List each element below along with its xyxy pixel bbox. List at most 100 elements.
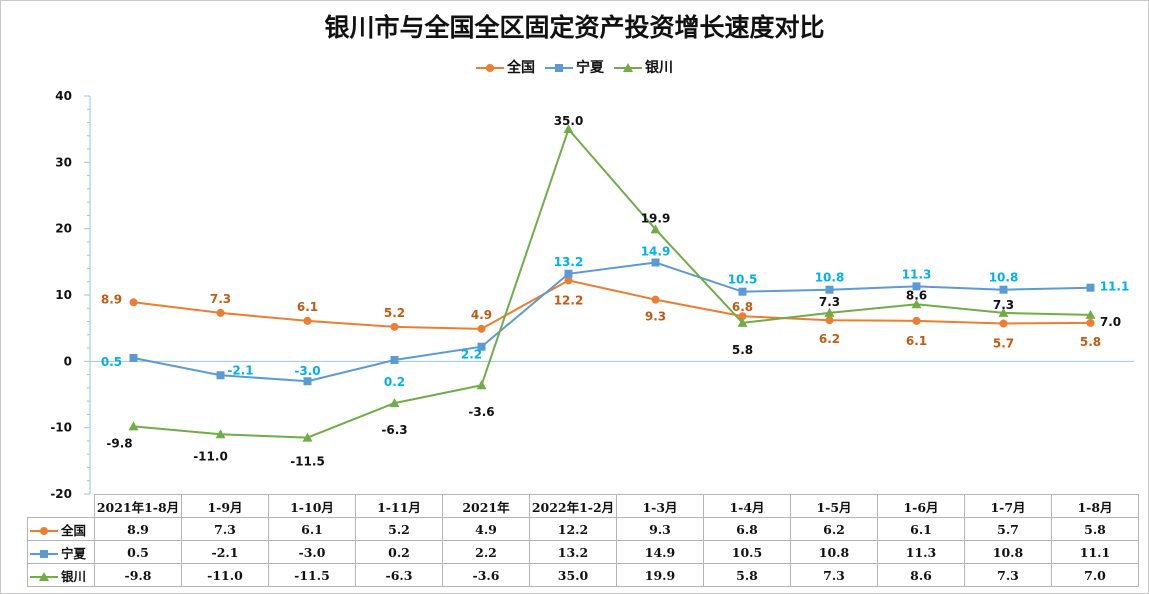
point-yinchuan (737, 317, 748, 327)
legend-label-ningxia: 宁夏 (576, 60, 604, 76)
point-ningxia (1086, 283, 1095, 292)
legend-item-ningxia: 宁夏 (545, 57, 604, 77)
table-cell: -9.8 (94, 563, 182, 587)
table-cell: -3.6 (442, 563, 530, 587)
point-ningxia (390, 356, 399, 365)
point-national (216, 308, 225, 317)
series-name: 银川 (61, 568, 87, 584)
data-label-national: 6.1 (906, 334, 927, 348)
table-cell: -6.3 (355, 563, 443, 587)
point-national (1086, 318, 1095, 327)
table-cell: 10.8 (964, 540, 1052, 564)
point-yinchuan (476, 380, 487, 390)
data-label-national: 5.8 (1080, 335, 1101, 349)
y-tick-label: 20 (55, 222, 72, 236)
data-label-yinchuan: 8.6 (906, 288, 927, 302)
category-label: 1-3月 (616, 494, 704, 518)
table-row-yinchuan: 银川 -9.8 -11.0 -11.5 -6.3 -3.6 35.0 19.9 5.8 7.3 8.… (27, 563, 1139, 587)
table-cell: 7.3 (964, 563, 1052, 587)
category-label: 1-4月 (703, 494, 791, 518)
table-cell: 0.2 (355, 540, 443, 564)
table-cell: -3.0 (268, 540, 356, 564)
table-row-label: 全国 (27, 517, 95, 541)
legend-key-ningxia (545, 64, 573, 72)
point-national (477, 324, 486, 333)
category-label: 1-10月 (268, 494, 356, 518)
point-yinchuan (824, 307, 835, 317)
data-label-national: 6.2 (819, 332, 840, 346)
data-label-yinchuan: -11.5 (290, 455, 325, 469)
point-yinchuan (1085, 309, 1096, 319)
point-ningxia (825, 285, 834, 294)
point-ningxia (216, 371, 225, 380)
data-label-yinchuan: 35.0 (554, 114, 584, 128)
data-label-national: 5.2 (384, 306, 405, 320)
table-cell: 14.9 (616, 540, 704, 564)
data-label-yinchuan: -11.0 (193, 449, 228, 463)
series-line-ningxia (133, 261, 1091, 383)
point-ningxia (303, 377, 312, 386)
point-national (564, 276, 573, 285)
table-header-row: 2021年1-8月 1-9月 1-10月 1-11月 2021年 2022年1-2月 1-3… (27, 494, 1139, 518)
data-label-national: 6.8 (732, 300, 753, 314)
series-line-national (133, 279, 1091, 330)
point-ningxia (738, 287, 747, 296)
series-name: 全国 (61, 522, 87, 538)
point-ningxia (129, 354, 138, 363)
y-tick-label: -10 (50, 421, 72, 435)
data-label-ningxia: 10.8 (989, 271, 1019, 285)
table-cell: 6.8 (703, 517, 791, 541)
table-cell: 35.0 (529, 563, 617, 587)
data-label-yinchuan: 7.0 (1100, 315, 1121, 329)
data-label-ningxia: -3.0 (294, 364, 320, 378)
category-label: 2022年1-2月 (529, 494, 617, 518)
table-cell: 8.6 (877, 563, 965, 587)
y-tick-label: 30 (55, 155, 72, 169)
data-label-ningxia: 14.9 (641, 244, 671, 258)
data-label-yinchuan: 5.8 (732, 343, 753, 357)
table-key-yinchuan (30, 572, 58, 581)
data-label-yinchuan: 19.9 (641, 211, 671, 225)
data-label-ningxia: 13.2 (554, 255, 584, 269)
table-cell: 11.3 (877, 540, 965, 564)
table-cell: 11.1 (1051, 540, 1139, 564)
table-cell: 2.2 (442, 540, 530, 564)
point-national (825, 316, 834, 325)
data-label-yinchuan: 7.3 (993, 298, 1014, 312)
data-label-national: 12.2 (554, 293, 584, 307)
data-label-ningxia: -2.1 (227, 363, 253, 377)
table-key-national (30, 527, 58, 535)
point-national (738, 312, 747, 321)
point-ningxia (564, 269, 573, 278)
legend-item-national: 全国 (476, 57, 535, 77)
table-row-national: 全国 8.9 7.3 6.1 5.2 4.9 12.2 9.3 6.8 6.2 6.1 5.7 5.8 (27, 517, 1139, 541)
point-national (912, 316, 921, 325)
data-label-national: 4.9 (471, 308, 492, 322)
table-cell: 12.2 (529, 517, 617, 541)
table-cell: 5.8 (703, 563, 791, 587)
data-label-national: 7.3 (210, 292, 231, 306)
y-tick-label: 0 (64, 354, 72, 368)
legend: 全国 宁夏 银川 (0, 57, 1149, 77)
table-corner (27, 494, 95, 518)
table-cell: 7.3 (790, 563, 878, 587)
table-cell: 6.1 (877, 517, 965, 541)
point-yinchuan (563, 124, 574, 134)
table-cell: -11.0 (181, 563, 269, 587)
table-cell: 5.8 (1051, 517, 1139, 541)
point-national (999, 319, 1008, 328)
series-line-yinchuan (133, 127, 1091, 439)
table-cell: 10.5 (703, 540, 791, 564)
point-ningxia (999, 285, 1008, 294)
y-tick-label: 10 (55, 288, 72, 302)
table-cell: -11.5 (268, 563, 356, 587)
table-cell: 8.9 (94, 517, 182, 541)
data-label-national: 9.3 (645, 310, 666, 324)
category-label: 2021年 (442, 494, 530, 518)
table-cell: 13.2 (529, 540, 617, 564)
data-label-yinchuan: -6.3 (381, 423, 407, 437)
point-national (651, 295, 660, 304)
table-cell: 19.9 (616, 563, 704, 587)
table-row-label: 银川 (27, 563, 95, 587)
table-key-ningxia (30, 550, 58, 558)
